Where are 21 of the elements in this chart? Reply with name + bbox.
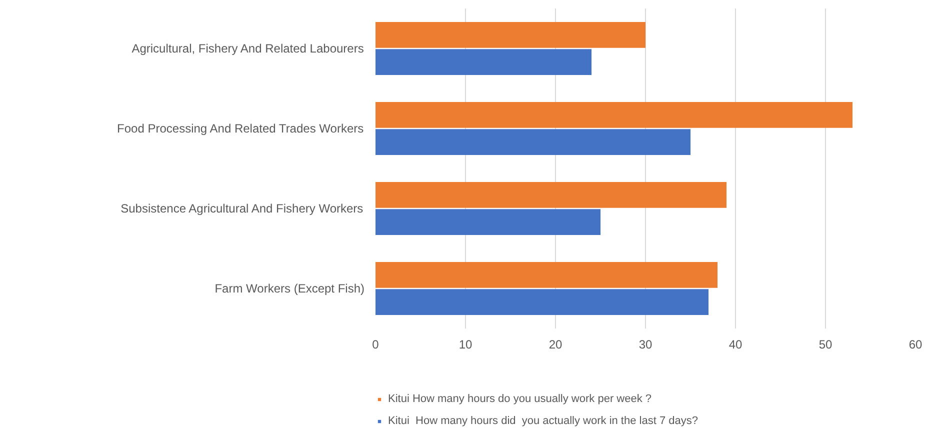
y-tick-label: Agricultural, Fishery And Related Labourers: [132, 42, 364, 56]
legend-label: Kitui How many hours do you usually work per week ?: [388, 393, 652, 405]
x-tick-label: 20: [548, 338, 562, 352]
bar: [376, 102, 852, 128]
y-tick-label: Subsistence Agricultural And Fishery Workers: [120, 202, 364, 216]
x-tick-label: 40: [728, 338, 742, 352]
bar: [376, 49, 592, 76]
x-tick-label: 50: [818, 338, 832, 352]
x-tick-label: 60: [908, 338, 922, 352]
x-tick-label: 30: [638, 338, 652, 352]
bar: [376, 289, 708, 316]
legend-label: Kitui How many hours did you actually work in the last 7 days?: [388, 415, 698, 427]
y-tick-label: Food Processing And Related Trades Workers: [117, 122, 364, 136]
bar: [376, 182, 726, 208]
bar: [376, 209, 600, 236]
y-tick-label: Farm Workers (Except Fish): [214, 282, 365, 296]
x-tick-label: 10: [458, 338, 472, 352]
bar: [376, 22, 646, 48]
bar: [376, 262, 718, 288]
x-tick-label: 0: [372, 338, 380, 352]
bar: [376, 129, 690, 156]
